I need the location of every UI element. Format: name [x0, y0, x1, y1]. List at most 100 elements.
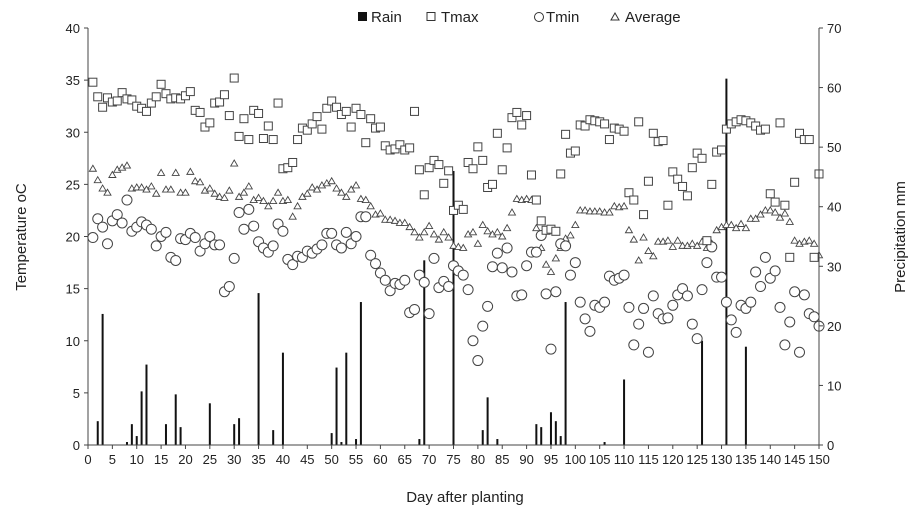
rain-bar	[272, 430, 275, 445]
rain-bar	[164, 424, 167, 445]
tmax-point	[658, 136, 668, 146]
tmax-point	[668, 167, 678, 177]
rain-bar	[540, 427, 543, 445]
tmax-point	[643, 176, 653, 186]
tmax-point	[809, 252, 819, 262]
tmin-point	[116, 217, 128, 229]
tmax-point	[721, 124, 731, 134]
tmin-point	[750, 266, 762, 278]
average-point	[775, 213, 785, 221]
tmin-point	[443, 281, 455, 293]
average-point	[668, 242, 678, 250]
y-tick-label: 30	[66, 125, 80, 140]
tmax-point	[361, 138, 371, 148]
average-point	[327, 176, 336, 185]
average-point	[790, 236, 799, 244]
tmin-point	[506, 266, 518, 278]
x-tick-label: 120	[662, 452, 684, 467]
tmin-point	[121, 194, 133, 206]
average-point	[454, 242, 463, 250]
x-tick-label: 95	[544, 452, 558, 467]
average-point	[229, 159, 239, 167]
tmax-point	[604, 135, 614, 145]
tmax-point	[717, 145, 727, 155]
average-point	[215, 192, 224, 200]
tmax-point	[692, 148, 702, 158]
tmax-point	[215, 97, 225, 107]
tmin-point	[214, 239, 226, 251]
x-tick-label: 75	[446, 452, 460, 467]
tmin-point	[521, 260, 533, 272]
tmax-point	[341, 106, 351, 116]
rain-bar	[179, 427, 182, 445]
tmax-point	[254, 108, 264, 118]
average-point	[98, 184, 107, 192]
average-point	[522, 194, 531, 202]
average-point	[541, 260, 551, 268]
average-point	[293, 201, 302, 210]
tmin-point	[340, 226, 352, 238]
average-point	[419, 227, 429, 236]
x-tick-label: 140	[759, 452, 781, 467]
tmin-point	[248, 220, 260, 232]
tmin-point	[223, 281, 235, 293]
rain-bar	[603, 442, 606, 445]
tmax-point	[293, 135, 303, 145]
tmin-point	[716, 271, 728, 283]
tmin-point	[92, 213, 104, 225]
average-point	[619, 201, 629, 210]
tmin-point	[574, 296, 586, 308]
tmax-point	[332, 102, 342, 112]
tmax-point	[468, 164, 478, 174]
tmax-point	[570, 146, 580, 156]
tmin-point	[628, 339, 640, 351]
rain-bar	[130, 424, 133, 445]
tmin-point	[633, 318, 645, 330]
tmax-point	[375, 122, 385, 132]
average-point	[439, 227, 449, 236]
average-point	[458, 243, 468, 251]
x-tick-label: 115	[638, 452, 659, 467]
average-point	[376, 209, 385, 217]
tmax-point	[434, 160, 444, 170]
tmax-point	[492, 128, 502, 138]
x-tick-label: 105	[589, 452, 611, 467]
average-point	[780, 209, 790, 217]
tmin-point	[599, 296, 611, 308]
average-point	[268, 196, 278, 205]
tmax-point	[327, 96, 337, 106]
tmin-point	[808, 311, 820, 323]
average-point	[809, 239, 819, 247]
legend: Rain Tmax Tmin Average	[358, 9, 681, 26]
average-point	[649, 251, 658, 260]
average-point	[307, 183, 317, 191]
rain-bar	[101, 313, 104, 445]
average-point	[303, 189, 312, 197]
average-point	[605, 208, 614, 216]
rain-bar	[135, 436, 138, 445]
tmax-point	[410, 106, 420, 116]
tmax-point	[405, 143, 415, 153]
rain-bar	[481, 430, 484, 445]
average-point	[493, 227, 502, 236]
tmax-point	[629, 195, 639, 205]
tmax-point	[580, 121, 590, 131]
average-point	[93, 175, 103, 184]
tmax-point	[356, 110, 366, 120]
x-tick-label: 30	[227, 452, 241, 467]
rain-bar	[701, 340, 704, 445]
x-tick-label: 35	[251, 452, 265, 467]
average-point	[595, 207, 604, 215]
tmax-point	[697, 153, 707, 163]
tmax-point	[93, 92, 103, 102]
tmax-point	[351, 103, 361, 113]
rain-bar	[330, 433, 333, 445]
x-tick-label: 100	[564, 452, 586, 467]
tmax-point	[770, 197, 780, 207]
average-point	[220, 193, 229, 201]
legend-item-tmin: Tmin	[534, 9, 579, 26]
x-tick-label: 85	[495, 452, 509, 467]
legend-rain-label: Rain	[371, 9, 402, 26]
tmin-point	[326, 227, 338, 239]
average-point	[429, 230, 439, 238]
